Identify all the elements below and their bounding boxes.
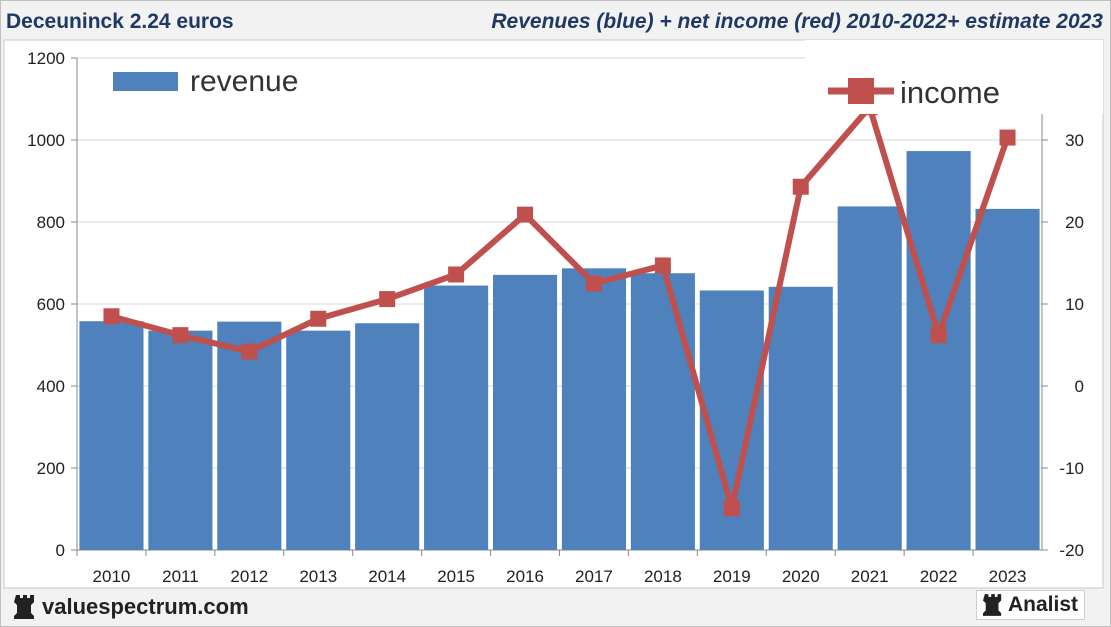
x-tick-label: 2019 — [713, 567, 751, 586]
chart-title: Revenues (blue) + net income (red) 2010-… — [491, 10, 1103, 33]
y-left-tick-label: 0 — [56, 541, 65, 560]
x-tick-label: 2013 — [299, 567, 337, 586]
revenue-bar — [286, 330, 351, 550]
y-left-tick-label: 400 — [37, 377, 65, 396]
x-tick-label: 2021 — [851, 567, 889, 586]
revenue-bar — [148, 330, 213, 550]
x-tick-label: 2023 — [989, 567, 1027, 586]
y-left-tick-label: 800 — [37, 213, 65, 232]
y-left-tick-label: 1200 — [27, 49, 65, 68]
revenue-bar — [561, 268, 627, 550]
brand-name: Analist — [1007, 593, 1078, 616]
income-marker — [585, 275, 602, 292]
revenue-bar — [975, 208, 1040, 550]
legend-income-label: income — [900, 75, 1000, 110]
x-tick-label: 2016 — [506, 567, 544, 586]
income-marker — [517, 206, 534, 223]
revenue-bar — [768, 286, 833, 550]
site-watermark: valuespectrum.com — [14, 594, 249, 620]
income-marker — [310, 310, 327, 327]
legend-revenue-swatch — [113, 72, 178, 91]
revenue-bar — [217, 321, 282, 550]
y-right-tick-label: 30 — [1065, 131, 1084, 150]
y-right-tick-label: 20 — [1065, 213, 1084, 232]
y-left-tick-label: 1000 — [27, 131, 65, 150]
income-marker — [792, 178, 809, 195]
revenue-bar — [837, 206, 902, 551]
x-tick-label: 2018 — [644, 567, 682, 586]
revenue-bar — [355, 323, 420, 550]
x-tick-label: 2010 — [93, 567, 131, 586]
y-right-tick-label: -10 — [1059, 459, 1084, 478]
y-right-tick-label: 10 — [1065, 295, 1084, 314]
revenue-bar — [906, 151, 971, 550]
income-marker — [930, 327, 947, 344]
revenue-bar — [492, 274, 558, 550]
x-tick-label: 2011 — [162, 567, 199, 586]
y-left-tick-label: 200 — [37, 459, 65, 478]
x-tick-label: 2017 — [575, 567, 613, 586]
x-tick-label: 2022 — [920, 567, 958, 586]
income-marker — [172, 327, 189, 344]
revenue-bar — [79, 321, 144, 550]
income-marker — [448, 266, 465, 283]
rook-icon — [14, 595, 34, 619]
x-tick-label: 2014 — [368, 567, 406, 586]
legend-income-marker — [848, 78, 874, 104]
income-marker — [723, 500, 740, 517]
y-left-tick-label: 600 — [37, 295, 65, 314]
legend-revenue-label: revenue — [190, 65, 298, 98]
income-marker — [654, 257, 671, 274]
y-right-tick-label: 0 — [1075, 377, 1084, 396]
x-tick-label: 2015 — [437, 567, 475, 586]
site-name: valuespectrum.com — [42, 594, 249, 619]
income-marker — [241, 343, 258, 360]
rook-icon — [982, 594, 1002, 616]
income-marker — [103, 308, 120, 325]
income-marker — [999, 129, 1016, 146]
stock-title: Deceuninck 2.24 euros — [6, 10, 234, 33]
revenue-bar — [424, 285, 489, 550]
brand-badge: Analist — [975, 590, 1085, 620]
revenue-bar — [630, 273, 695, 550]
y-right-tick-label: -20 — [1059, 541, 1084, 560]
income-line — [110, 104, 1011, 512]
x-tick-label: 2012 — [230, 567, 268, 586]
income-marker — [379, 291, 396, 308]
x-tick-label: 2020 — [782, 567, 820, 586]
